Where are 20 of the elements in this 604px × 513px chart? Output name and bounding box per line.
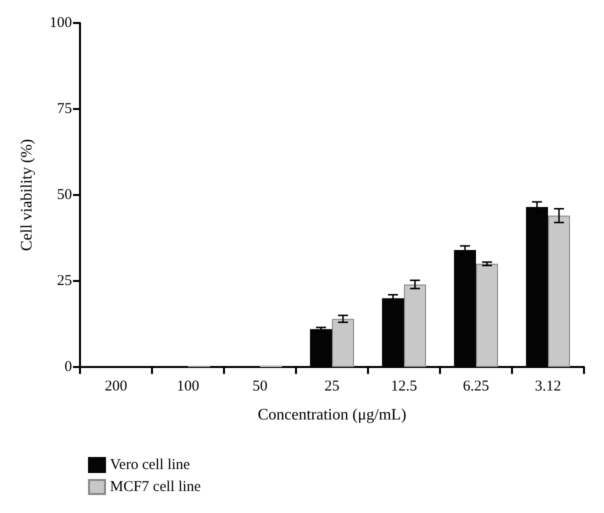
- x-tick-label: 50: [252, 378, 268, 394]
- bar: [476, 264, 498, 367]
- legend-label: Vero cell line: [110, 457, 190, 473]
- y-tick-label: 50: [57, 187, 72, 203]
- x-tick-label: 200: [104, 378, 128, 394]
- x-axis-title: Concentration (μg/mL): [258, 406, 406, 424]
- y-axis-title: Cell viability (%): [18, 139, 36, 251]
- y-tick-label: 75: [57, 101, 72, 117]
- bar: [404, 284, 426, 367]
- y-tick-label: 100: [50, 15, 72, 31]
- x-tick-label: 12.5: [390, 378, 418, 394]
- y-tick-label: 25: [57, 273, 72, 289]
- bar: [332, 318, 354, 367]
- x-tick-label: 100: [176, 378, 200, 394]
- x-tick-label: 3.12: [534, 378, 562, 394]
- y-tick-label: 0: [64, 359, 72, 375]
- legend-label: MCF7 cell line: [110, 479, 202, 495]
- bar: [548, 216, 570, 367]
- x-tick-label: 25: [324, 378, 340, 394]
- x-tick-label: 6.25: [462, 378, 490, 394]
